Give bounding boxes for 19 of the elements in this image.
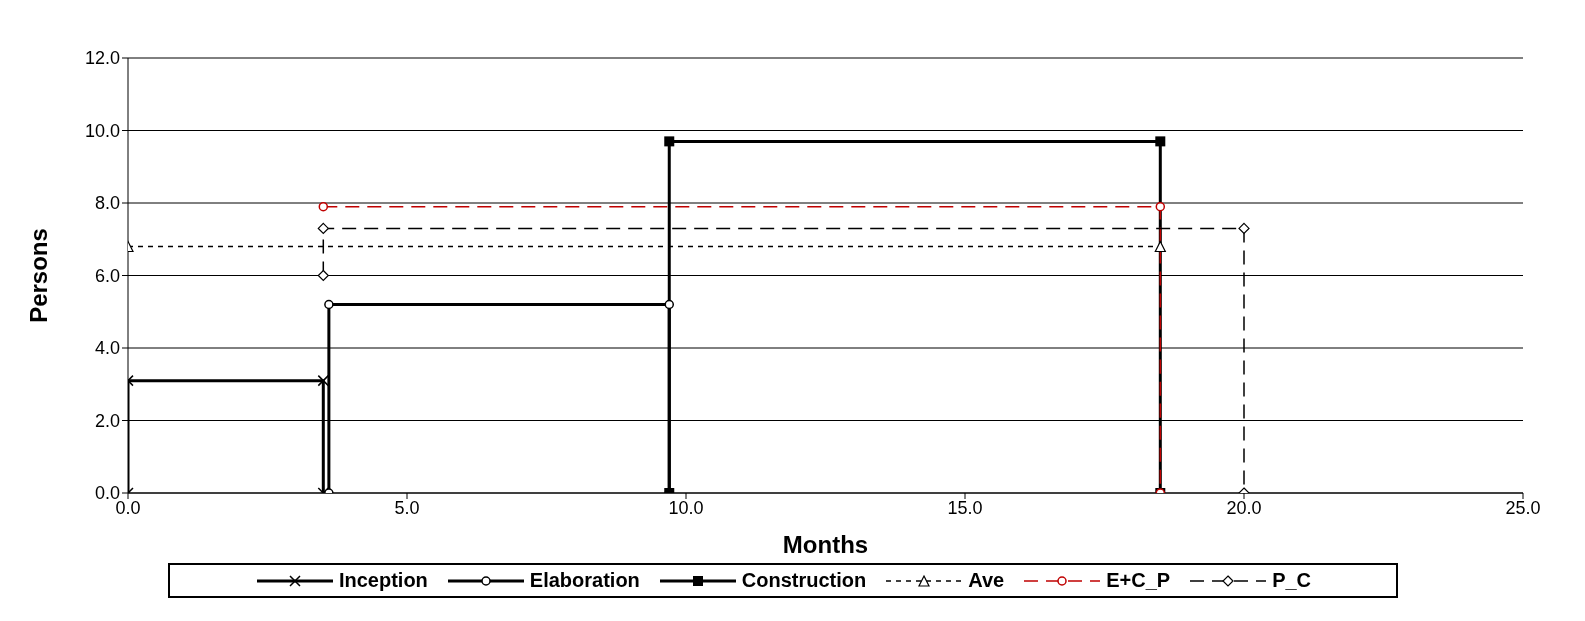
legend-label: E+C_P bbox=[1106, 569, 1171, 592]
y-tick-label: 2.0 bbox=[94, 410, 120, 431]
x-axis-title: Months bbox=[782, 531, 869, 558]
y-tick-label: 6.0 bbox=[94, 265, 120, 286]
legend-label: P_C bbox=[1272, 569, 1312, 592]
legend-label: Inception bbox=[338, 569, 428, 592]
legend-label: Construction bbox=[741, 569, 867, 592]
legend-label: Ave bbox=[968, 569, 1005, 592]
x-tick-label: 20.0 bbox=[1226, 497, 1262, 518]
y-tick-label: 10.0 bbox=[84, 120, 120, 141]
y-axis-title: Persons bbox=[24, 228, 52, 323]
legend-label: Elaboration bbox=[529, 569, 640, 592]
x-tick-label: 5.0 bbox=[394, 497, 420, 518]
y-tick-label: 12.0 bbox=[84, 48, 120, 69]
y-tick-label: 4.0 bbox=[94, 338, 120, 359]
x-tick-label: 25.0 bbox=[1505, 497, 1541, 518]
x-tick-label: 15.0 bbox=[947, 497, 983, 518]
y-tick-label: 8.0 bbox=[94, 193, 120, 214]
x-tick-label: 10.0 bbox=[668, 497, 704, 518]
